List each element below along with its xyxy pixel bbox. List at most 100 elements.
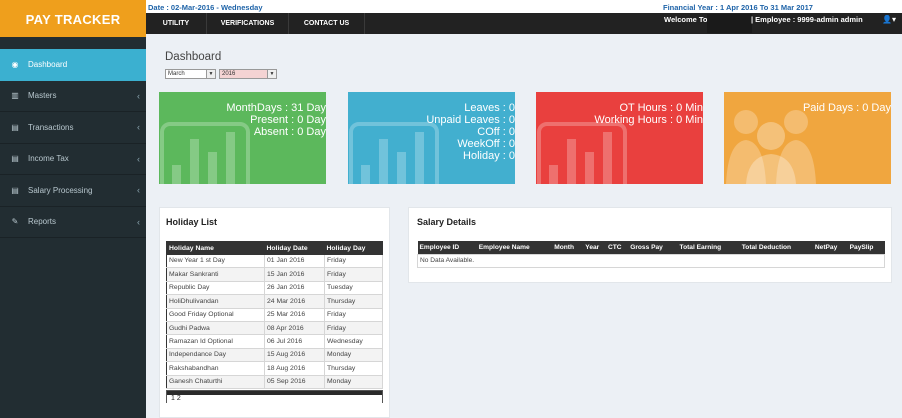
sidebar-item-label: Dashboard [28,60,68,70]
stat-leaves: Leaves : 0 [464,102,515,114]
sidebar-item-dashboard[interactable]: ◉ Dashboard [0,49,146,81]
hours-stat-box: OT Hours : 0 Min Working Hours : 0 Min [536,92,703,184]
table-cell: 18 Aug 2016 [264,361,325,376]
year-select-value: 2016 [222,71,236,77]
table-row: Ramazan Id Optional 06 Jul 2016 Wednesday [166,334,383,349]
sidebar-item-income-tax[interactable]: ▤ Income Tax ‹ [0,144,146,175]
dashboard-icon: ◉ [11,60,19,70]
table-row: Rakshabandhan 18 Aug 2016 Thursday [166,361,383,376]
table-cell: Friday [324,254,383,269]
sidebar-item-salary-processing[interactable]: ▤ Salary Processing ‹ [0,175,146,207]
table-cell: Wednesday [324,334,383,349]
column-header[interactable]: PaySlip [847,241,885,254]
nav-verifications[interactable]: VERIFICATIONS [207,13,289,34]
table-row: Ganesh Chaturthi 05 Sep 2016 Monday [166,375,383,389]
sidebar-item-label: Income Tax [28,154,69,164]
table-cell: Ramazan Id Optional [166,334,265,349]
table-cell: 24 Mar 2016 [264,294,325,309]
column-header[interactable]: Employee Name [476,241,553,254]
nav-utility[interactable]: UTILITY [146,13,207,34]
nav-contact-us[interactable]: CONTACT US [289,13,365,34]
stat-ot-hours: OT Hours : 0 Min [619,102,703,114]
holiday-list-panel: Holiday List Holiday Name Holiday Date H… [159,207,390,418]
table-cell: 25 Mar 2016 [264,308,325,322]
table-cell: Makar Sankranti [166,267,265,282]
column-header[interactable]: Holiday Date [264,241,325,255]
stat-coff: COff : 0 [477,126,515,138]
stat-unpaid-leaves: Unpaid Leaves : 0 [426,114,515,126]
table-cell: Good Friday Optional [166,308,265,322]
pagination-pages[interactable]: 1 2 [167,395,382,403]
sidebar-item-reports[interactable]: ✎ Reports ‹ [0,207,146,238]
chevron-left-icon: ‹ [137,153,140,164]
page-title: Dashboard [165,51,222,63]
bar-chart-icon [537,122,627,184]
column-header[interactable]: Holiday Name [166,241,265,255]
chevron-left-icon: ‹ [137,90,140,101]
current-date: Date : 02-Mar-2016 - Wednesday [148,3,263,12]
stat-weekoff: WeekOff : 0 [457,138,515,150]
table-cell: New Year 1 st Day [166,254,265,269]
list-icon: ▤ [11,122,19,132]
table-cell: 15 Aug 2016 [264,348,325,363]
sidebar-item-label: Transactions [28,122,74,132]
year-select[interactable]: 2016 ▼ [219,69,277,79]
table-cell: Friday [324,308,383,322]
table-cell: Monday [324,375,383,389]
stat-paid-days: Paid Days : 0 Day [802,102,891,114]
table-row: Good Friday Optional 25 Mar 2016 Friday [166,308,383,322]
sidebar-item-transactions[interactable]: ▤ Transactions ‹ [0,112,146,144]
table-cell: Independance Day [166,348,265,363]
table-cell: Republic Day [166,281,265,296]
column-header[interactable]: Gross Pay [628,241,678,254]
leaves-stat-box: Leaves : 0 Unpaid Leaves : 0 COff : 0 We… [348,92,515,184]
table-cell: Friday [324,321,383,336]
app-logo[interactable]: PAY TRACKER [0,0,146,37]
users-icon [726,110,816,184]
column-header[interactable]: Total Deduction [739,241,813,254]
list-icon: ▤ [11,154,19,164]
holiday-list-title: Holiday List [166,217,218,227]
column-header[interactable]: CTC [606,241,629,254]
sidebar-item-masters[interactable]: ▥ Masters ‹ [0,81,146,112]
chart-icon: ▥ [11,91,19,101]
chevron-left-icon: ‹ [137,122,140,133]
column-header[interactable]: NetPay [812,241,848,254]
table-cell: HoliDhulivandan [166,294,265,309]
salary-details-panel: Salary Details Employee ID Employee Name M… [408,207,892,283]
column-header[interactable]: Year [583,241,607,254]
chevron-left-icon: ‹ [137,216,140,227]
table-cell: Rakshabandhan [166,361,265,376]
chevron-left-icon: ‹ [137,185,140,196]
column-header[interactable]: Employee ID [417,241,477,254]
salary-details-title: Salary Details [417,217,477,227]
month-select[interactable]: March ▼ [165,69,216,79]
table-cell: Gudhi Padwa [166,321,265,336]
table-cell: 15 Jan 2016 [264,267,325,282]
stat-absent: Absent : 0 Day [253,126,326,138]
table-row: Gudhi Padwa 08 Apr 2016 Friday [166,321,383,336]
stat-holiday: Holiday : 0 [463,150,515,162]
financial-year: Financial Year : 1 Apr 2016 To 31 Mar 20… [663,3,813,12]
table-cell: 06 Jul 2016 [264,334,325,349]
username-placeholder [707,14,752,33]
table-cell: 26 Jan 2016 [264,281,325,296]
sidebar-item-label: Reports [28,217,57,227]
empty-message: No Data Available. [417,253,885,268]
stat-working-hours: Working Hours : 0 Min [594,114,703,126]
sidebar: ◉ Dashboard ▥ Masters ‹ ▤ Transactions ‹… [0,37,146,418]
user-icon[interactable]: 👤▾ [882,15,896,24]
bar-chart-icon [160,122,250,184]
table-row: Republic Day 26 Jan 2016 Tuesday [166,281,383,296]
column-header[interactable]: Holiday Day [324,241,383,255]
column-header[interactable]: Total Earning [677,241,740,254]
table-cell: Monday [324,348,383,363]
table-row: Independance Day 15 Aug 2016 Monday [166,348,383,363]
column-header[interactable]: Month [552,241,584,254]
welcome-text: Welcome To [664,15,708,24]
attendance-stat-box: MonthDays : 31 Day Present : 0 Day Absen… [159,92,326,184]
stat-month-days: MonthDays : 31 Day [226,102,326,114]
table-cell: Friday [324,267,383,282]
bar-chart-icon [349,122,439,184]
table-row: New Year 1 st Day 01 Jan 2016 Friday [166,254,383,269]
